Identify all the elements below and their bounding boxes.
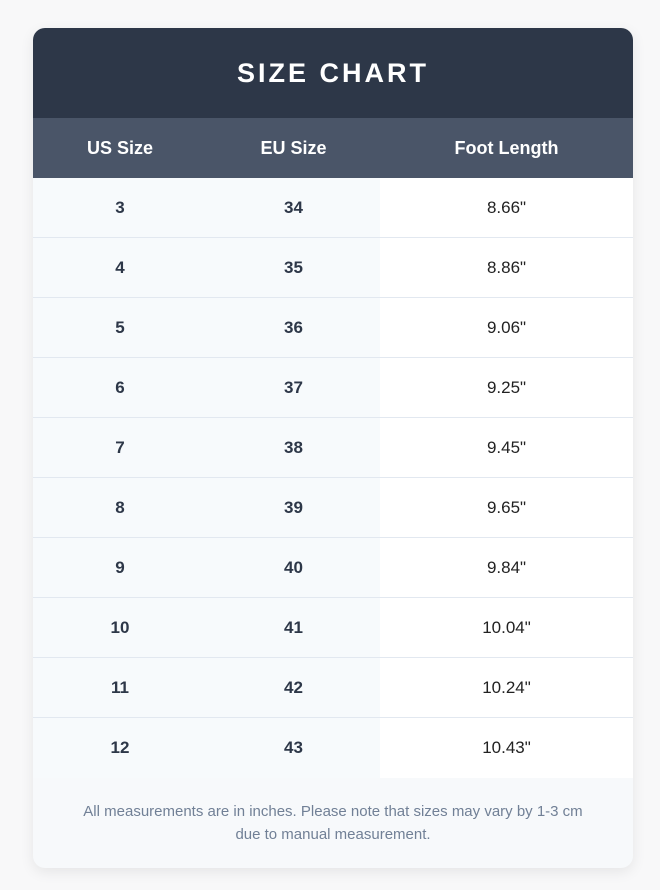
table-row: 3 34 8.66" <box>33 178 633 238</box>
eu-size-cell: 39 <box>207 477 380 538</box>
foot-length-cell: 9.65" <box>380 477 633 538</box>
table-row: 9 40 9.84" <box>33 537 633 598</box>
table-row: 5 36 9.06" <box>33 297 633 358</box>
us-size-cell: 11 <box>33 657 207 718</box>
size-table: US Size EU Size Foot Length 3 34 8.66" 4 35 8… <box>33 118 633 778</box>
foot-length-cell: 10.43" <box>380 717 633 778</box>
table-row: 4 35 8.86" <box>33 237 633 298</box>
us-size-cell: 6 <box>33 357 207 418</box>
table-row: 7 38 9.45" <box>33 417 633 478</box>
us-size-cell: 7 <box>33 417 207 478</box>
us-size-cell: 12 <box>33 717 207 778</box>
eu-size-cell: 38 <box>207 417 380 478</box>
eu-size-cell: 34 <box>207 178 380 238</box>
eu-size-cell: 41 <box>207 597 380 658</box>
size-chart-card: SIZE CHART US Size EU Size Foot Length 3… <box>33 28 633 868</box>
eu-size-cell: 42 <box>207 657 380 718</box>
foot-length-cell: 9.06" <box>380 297 633 358</box>
us-size-cell: 8 <box>33 477 207 538</box>
table-row: 10 41 10.04" <box>33 597 633 658</box>
eu-size-cell: 35 <box>207 237 380 298</box>
table-row: 12 43 10.43" <box>33 717 633 778</box>
footnote: All measurements are in inches. Please n… <box>83 803 583 843</box>
column-header-us-size: US Size <box>33 118 207 178</box>
eu-size-cell: 36 <box>207 297 380 358</box>
eu-size-cell: 40 <box>207 537 380 598</box>
column-header-eu-size: EU Size <box>207 118 380 178</box>
foot-length-cell: 8.66" <box>380 178 633 238</box>
table-header-row: US Size EU Size Foot Length <box>33 118 633 178</box>
eu-size-cell: 43 <box>207 717 380 778</box>
us-size-cell: 9 <box>33 537 207 598</box>
table-row: 11 42 10.24" <box>33 657 633 718</box>
us-size-cell: 3 <box>33 178 207 238</box>
table-row: 8 39 9.65" <box>33 477 633 538</box>
table-row: 6 37 9.25" <box>33 357 633 418</box>
us-size-cell: 4 <box>33 237 207 298</box>
foot-length-cell: 8.86" <box>380 237 633 298</box>
foot-length-cell: 9.84" <box>380 537 633 598</box>
column-header-foot-length: Foot Length <box>380 118 633 178</box>
foot-length-cell: 9.25" <box>380 357 633 418</box>
foot-length-cell: 10.24" <box>380 657 633 718</box>
us-size-cell: 10 <box>33 597 207 658</box>
us-size-cell: 5 <box>33 297 207 358</box>
foot-length-cell: 9.45" <box>380 417 633 478</box>
page-title: SIZE CHART <box>33 28 633 118</box>
foot-length-cell: 10.04" <box>380 597 633 658</box>
eu-size-cell: 37 <box>207 357 380 418</box>
